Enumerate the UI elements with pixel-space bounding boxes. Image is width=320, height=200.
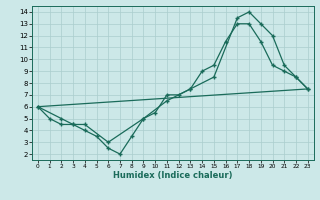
- X-axis label: Humidex (Indice chaleur): Humidex (Indice chaleur): [113, 171, 233, 180]
